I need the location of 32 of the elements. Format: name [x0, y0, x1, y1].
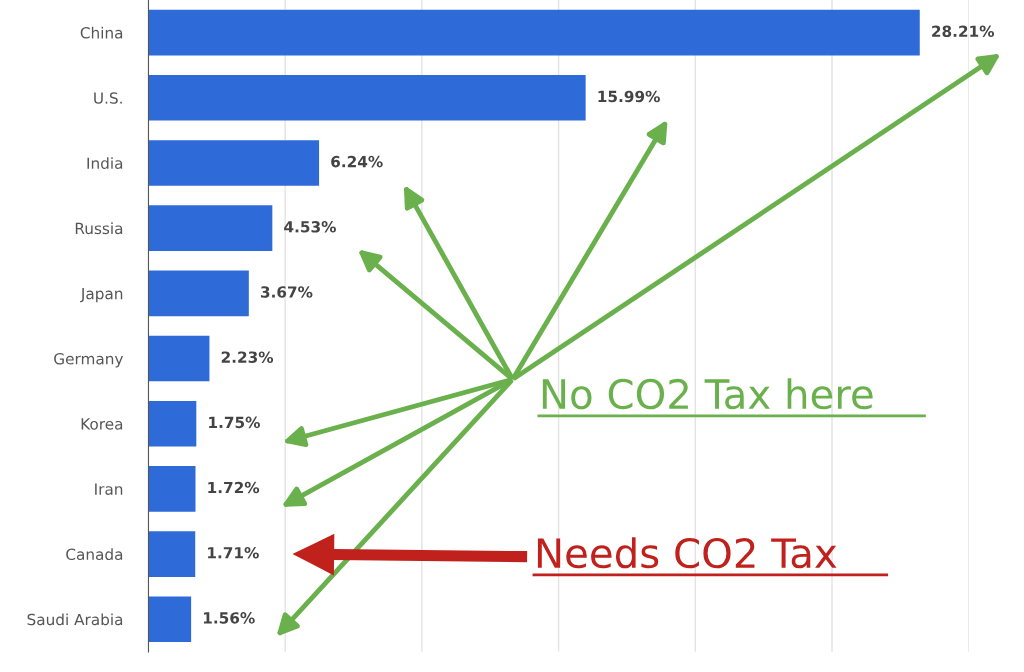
data-label: 1.56% [203, 612, 255, 624]
data-label: 6.24% [331, 155, 383, 168]
bar [148, 9, 920, 56]
data-label: 15.99% [598, 90, 660, 103]
y-tick-label: Russia [75, 222, 123, 235]
data-label: 2.23% [221, 351, 274, 363]
data-label: 1.75% [209, 416, 260, 429]
y-tick-label: India [87, 157, 123, 169]
bar [148, 74, 586, 121]
annotation: No CO2 Tax here [542, 378, 873, 410]
y-tick-label: Canada [66, 548, 123, 561]
data-label: 4.53% [284, 221, 336, 233]
y-tick-label: U.S. [94, 92, 122, 104]
y-tick-label: Korea [81, 418, 123, 430]
bar [148, 270, 249, 317]
y-tick-label: Japan [80, 287, 123, 303]
y-tick-label: Saudi Arabia [27, 613, 123, 626]
y-tick-label: Germany [54, 352, 124, 368]
data-label: 3.67% [260, 286, 313, 298]
annotation: Needs CO2 Tax [537, 537, 837, 569]
bar [148, 466, 196, 512]
data-label: 1.72% [208, 481, 260, 494]
bar [148, 531, 196, 577]
data-label: 28.21% [932, 25, 995, 38]
data-label: 1.71% [208, 546, 259, 559]
bar [148, 400, 197, 447]
bar [148, 596, 192, 643]
y-tick-label: China [80, 26, 123, 39]
y-tick-label: Iran [95, 483, 123, 495]
bar [148, 205, 273, 251]
bar [148, 335, 210, 382]
bar [148, 140, 320, 186]
